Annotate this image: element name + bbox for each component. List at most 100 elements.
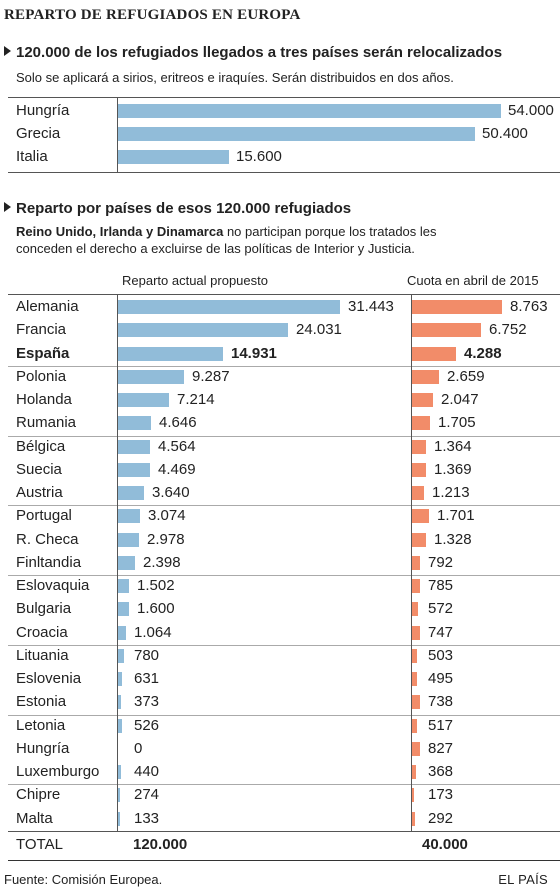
value-label-quota: 738 bbox=[428, 693, 454, 710]
value-label-proposed: 3.640 bbox=[152, 484, 190, 501]
section2-title-text: Reparto por países de esos 120.000 refug… bbox=[16, 200, 352, 217]
value-label-quota: 1.328 bbox=[434, 531, 472, 548]
value-label: 15.600 bbox=[236, 148, 282, 165]
group-separator bbox=[8, 715, 560, 716]
value-label-quota: 785 bbox=[428, 577, 454, 594]
total-bottom-rule bbox=[8, 860, 560, 861]
value-label-proposed: 1.502 bbox=[137, 577, 175, 594]
category-label: Letonia bbox=[16, 717, 66, 734]
value-label-quota: 1.705 bbox=[438, 414, 476, 431]
value-label-proposed: 440 bbox=[134, 763, 160, 780]
category-label: Portugal bbox=[16, 507, 72, 524]
bar bbox=[118, 150, 229, 164]
value-label-proposed: 4.564 bbox=[158, 438, 196, 455]
bar-quota bbox=[412, 393, 433, 407]
value-label-proposed: 2.398 bbox=[143, 554, 181, 571]
arrow-icon bbox=[4, 202, 11, 212]
bar-quota bbox=[412, 533, 426, 547]
category-label: Grecia bbox=[16, 125, 61, 142]
value-label: 50.400 bbox=[482, 125, 528, 142]
bar-quota bbox=[412, 579, 420, 593]
section1-bottom-rule bbox=[8, 172, 560, 173]
bar-proposed bbox=[118, 300, 340, 314]
value-label-quota: 2.659 bbox=[447, 368, 485, 385]
bar-proposed bbox=[118, 323, 288, 337]
value-label-quota: 792 bbox=[428, 554, 454, 571]
bar-quota bbox=[412, 323, 481, 337]
section2-subtitle-line2: conceden el derecho a excluirse de las p… bbox=[16, 241, 415, 256]
value-label-proposed: 1.600 bbox=[137, 600, 175, 617]
group-separator bbox=[8, 436, 560, 437]
value-label-proposed: 780 bbox=[134, 647, 160, 664]
bar-proposed bbox=[118, 812, 120, 826]
bar-proposed bbox=[118, 486, 144, 500]
category-label: Hungría bbox=[16, 740, 70, 757]
bar-quota bbox=[412, 742, 420, 756]
total-label: TOTAL bbox=[16, 836, 63, 853]
category-label: Bulgaria bbox=[16, 600, 72, 617]
value-label-proposed: 1.064 bbox=[134, 624, 172, 641]
bar-quota bbox=[412, 602, 418, 616]
bar-proposed bbox=[118, 370, 184, 384]
value-label-quota: 827 bbox=[428, 740, 454, 757]
column-header-quota: Cuota en abril de 2015 bbox=[407, 273, 539, 288]
category-label: España bbox=[16, 345, 70, 362]
value-label-quota: 1.701 bbox=[437, 507, 475, 524]
bar-quota bbox=[412, 509, 429, 523]
category-label: Eslovenia bbox=[16, 670, 82, 687]
section2-subtitle: Reino Unido, Irlanda y Dinamarca no part… bbox=[16, 224, 437, 240]
bar-proposed bbox=[118, 440, 150, 454]
bar-proposed bbox=[118, 556, 135, 570]
value-label-proposed: 2.978 bbox=[147, 531, 185, 548]
value-label-proposed: 274 bbox=[134, 786, 160, 803]
section1-title: 120.000 de los refugiados llegados a tre… bbox=[4, 44, 502, 61]
bar-proposed bbox=[118, 626, 126, 640]
group-separator bbox=[8, 366, 560, 367]
bar bbox=[118, 127, 475, 141]
category-label: Croacia bbox=[16, 624, 68, 641]
bar-quota bbox=[412, 486, 424, 500]
category-label: Finltandia bbox=[16, 554, 82, 571]
bar-proposed bbox=[118, 416, 151, 430]
bar-proposed bbox=[118, 533, 139, 547]
bar-quota bbox=[412, 300, 502, 314]
value-label-proposed: 31.443 bbox=[348, 298, 394, 315]
value-label-quota: 517 bbox=[428, 717, 454, 734]
bar-quota bbox=[412, 370, 439, 384]
bar-proposed bbox=[118, 347, 223, 361]
arrow-icon bbox=[4, 46, 11, 56]
bar-proposed bbox=[118, 463, 150, 477]
bar-quota bbox=[412, 649, 417, 663]
value-label-quota: 572 bbox=[428, 600, 454, 617]
category-label: Holanda bbox=[16, 391, 72, 408]
bar-proposed bbox=[118, 719, 122, 733]
category-label: Rumania bbox=[16, 414, 77, 431]
bar-quota bbox=[412, 719, 417, 733]
value-label-proposed: 4.646 bbox=[159, 414, 197, 431]
chart-main-title: REPARTO DE REFUGIADOS EN EUROPA bbox=[4, 7, 301, 23]
category-label: Eslovaquia bbox=[16, 577, 90, 594]
value-label-proposed: 7.214 bbox=[177, 391, 215, 408]
total-value-proposed: 120.000 bbox=[133, 836, 188, 853]
group-separator bbox=[8, 505, 560, 506]
section1-axis bbox=[117, 97, 118, 173]
value-label-proposed: 373 bbox=[134, 693, 160, 710]
section2-subtitle-bold: Reino Unido, Irlanda y Dinamarca bbox=[16, 224, 224, 239]
bar-quota bbox=[412, 812, 415, 826]
category-label: Bélgica bbox=[16, 438, 66, 455]
group-separator bbox=[8, 784, 560, 785]
column-header-proposed: Reparto actual propuesto bbox=[122, 273, 268, 288]
value-label-quota: 368 bbox=[428, 763, 454, 780]
bar-proposed bbox=[118, 649, 124, 663]
value-label-quota: 495 bbox=[428, 670, 454, 687]
value-label-quota: 4.288 bbox=[464, 345, 502, 362]
category-label: Hungría bbox=[16, 102, 70, 119]
axis-quota bbox=[411, 294, 412, 831]
value-label-proposed: 24.031 bbox=[296, 321, 342, 338]
bar-proposed bbox=[118, 509, 140, 523]
table-top-rule bbox=[8, 294, 560, 295]
section2-subtitle-rest: no participan porque los tratados les bbox=[223, 224, 437, 239]
bar-proposed bbox=[118, 393, 169, 407]
axis-proposed bbox=[117, 294, 118, 831]
bar-proposed bbox=[118, 579, 129, 593]
